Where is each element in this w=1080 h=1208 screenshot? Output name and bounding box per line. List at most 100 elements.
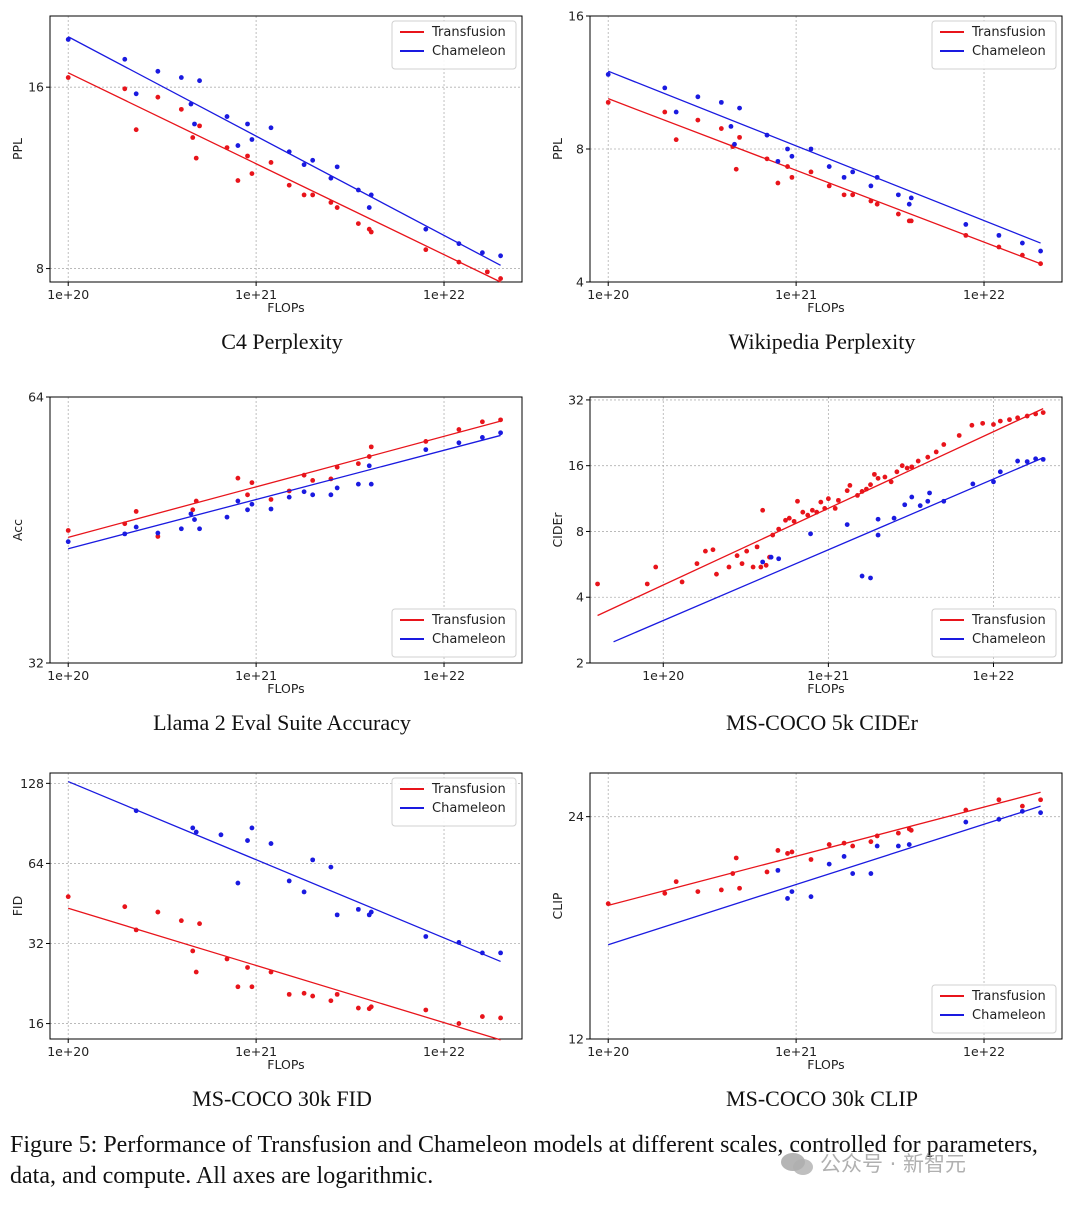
data-point-chameleon: [133, 524, 139, 530]
chart-panel-1: 1e+20 1e+21 1e+22 8 16 FLOPs PPL Transfusion Cha…: [0, 0, 540, 376]
data-point-chameleon: [1038, 810, 1043, 816]
data-point-transfusion: [809, 507, 815, 513]
data-point-transfusion: [764, 156, 770, 162]
data-point-chameleon: [133, 91, 139, 97]
y-axis-label: PPL: [10, 138, 25, 160]
data-point-chameleon: [456, 241, 462, 247]
legend-label: Transfusion: [431, 782, 506, 797]
data-point-transfusion: [737, 885, 742, 891]
data-point-chameleon: [178, 526, 184, 532]
data-point-chameleon: [479, 250, 485, 256]
data-point-transfusion: [941, 442, 947, 447]
data-point-chameleon: [789, 889, 795, 895]
data-point-chameleon: [662, 85, 668, 91]
data-point-chameleon: [1033, 456, 1039, 462]
data-point-transfusion: [841, 192, 847, 198]
data-point-chameleon: [245, 121, 250, 127]
data-point-transfusion: [1024, 413, 1030, 419]
data-point-transfusion: [178, 918, 184, 924]
chart-panel-2: 1e+20 1e+21 1e+22 4 8 16 FLOPs PPL Transfusion Ch…: [540, 0, 1080, 376]
data-point-chameleon: [768, 554, 774, 560]
data-point-transfusion: [65, 528, 71, 533]
data-point-chameleon: [970, 481, 976, 487]
x-axis-label: FLOPs: [807, 300, 844, 315]
x-tick-label: 1e+20: [47, 287, 89, 302]
data-point-transfusion: [368, 1004, 374, 1010]
data-point-transfusion: [328, 200, 334, 205]
data-point-transfusion: [268, 497, 274, 502]
chart-subtitle: MS-COCO 5k CIDEr: [726, 710, 919, 735]
legend-label: Chameleon: [432, 44, 506, 59]
data-point-chameleon: [775, 867, 781, 873]
data-point-transfusion: [224, 145, 230, 151]
fit-line-transfusion: [68, 420, 501, 538]
fit-line-transfusion: [597, 408, 1044, 617]
data-point-chameleon: [908, 195, 914, 201]
x-tick-label: 1e+21: [775, 1044, 817, 1059]
legend-label: Chameleon: [432, 801, 506, 816]
data-point-transfusion: [133, 127, 139, 133]
data-point-transfusion: [235, 178, 241, 183]
data-point-transfusion: [888, 479, 894, 485]
data-point-chameleon: [868, 183, 874, 189]
data-point-transfusion: [249, 480, 255, 486]
data-point-transfusion: [908, 827, 914, 833]
data-point-transfusion: [864, 486, 869, 492]
data-point-transfusion: [334, 205, 340, 210]
data-point-transfusion: [368, 444, 374, 450]
data-point-transfusion: [899, 463, 905, 469]
data-point-transfusion: [679, 579, 685, 585]
y-tick-label: 2: [576, 656, 584, 671]
data-point-transfusion: [847, 482, 853, 488]
data-point-chameleon: [789, 153, 795, 159]
data-point-chameleon: [286, 494, 292, 500]
x-axis-label: FLOPs: [267, 300, 304, 315]
data-point-chameleon: [328, 175, 334, 181]
plot-frame: [589, 772, 1063, 1040]
x-tick-label: 1e+20: [47, 668, 89, 683]
data-point-chameleon: [996, 816, 1002, 822]
data-point-chameleon: [310, 492, 316, 498]
data-point-transfusion: [859, 489, 865, 494]
data-point-chameleon: [991, 479, 996, 485]
data-point-transfusion: [969, 422, 975, 428]
data-point-transfusion: [868, 482, 873, 488]
data-point-transfusion: [808, 169, 814, 175]
data-point-transfusion: [498, 276, 503, 281]
data-point-transfusion: [193, 155, 199, 161]
data-point-transfusion: [763, 562, 769, 568]
data-point-transfusion: [805, 512, 811, 518]
data-point-chameleon: [368, 909, 374, 915]
data-point-chameleon: [808, 146, 814, 152]
data-point-chameleon: [334, 485, 340, 491]
legend-label: Chameleon: [972, 1008, 1046, 1023]
chart-subtitle: Wikipedia Perplexity: [729, 329, 916, 354]
data-point-chameleon: [997, 469, 1003, 475]
data-point-transfusion: [268, 969, 274, 975]
data-point-transfusion: [1040, 410, 1046, 415]
wechat-icon: [781, 1153, 813, 1175]
y-axis-label: CIDEr: [550, 512, 565, 548]
x-axis-label: FLOPs: [267, 681, 304, 696]
data-point-transfusion: [334, 464, 340, 470]
data-point-transfusion: [826, 842, 832, 847]
data-point-transfusion: [908, 218, 914, 224]
data-point-transfusion: [310, 993, 316, 999]
y-tick-label: 12: [568, 1032, 584, 1047]
data-point-chameleon: [895, 192, 901, 198]
data-point-chameleon: [868, 871, 874, 876]
data-point-transfusion: [760, 507, 766, 513]
data-point-transfusion: [770, 532, 776, 538]
data-point-transfusion: [498, 1015, 503, 1021]
data-point-chameleon: [963, 222, 969, 227]
data-point-transfusion: [789, 174, 795, 180]
data-point-chameleon: [423, 226, 429, 232]
data-point-chameleon: [764, 132, 770, 138]
data-point-chameleon: [673, 109, 679, 115]
data-point-transfusion: [718, 126, 724, 131]
data-point-transfusion: [814, 509, 820, 515]
legend-label: Transfusion: [431, 613, 506, 628]
data-point-transfusion: [775, 180, 781, 186]
data-point-chameleon: [479, 435, 485, 440]
data-point-transfusion: [190, 507, 196, 513]
